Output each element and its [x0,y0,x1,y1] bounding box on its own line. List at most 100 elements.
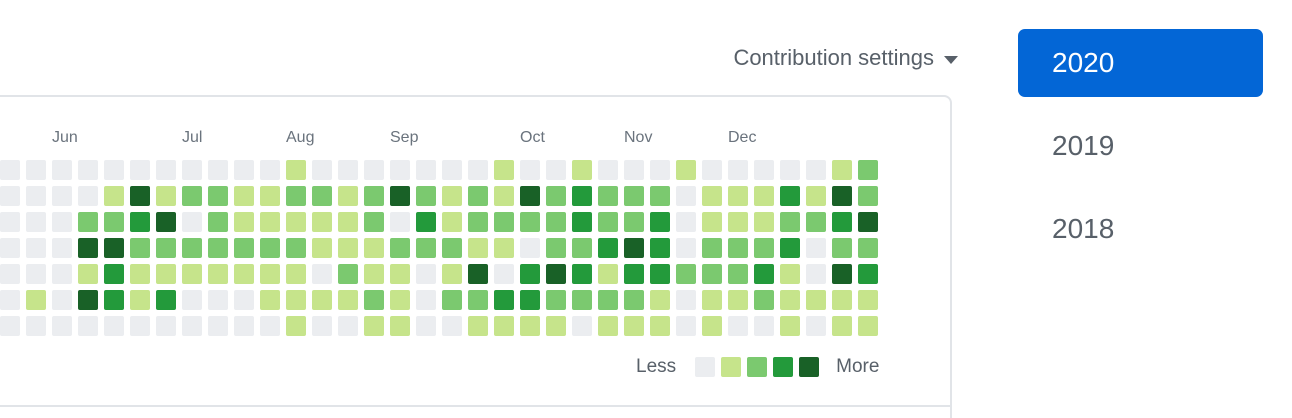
contribution-day-cell[interactable] [338,316,358,336]
contribution-day-cell[interactable] [572,186,592,206]
contribution-day-cell[interactable] [546,238,566,258]
contribution-day-cell[interactable] [364,264,384,284]
contribution-day-cell[interactable] [702,238,722,258]
contribution-day-cell[interactable] [182,212,202,232]
contribution-day-cell[interactable] [156,290,176,310]
contribution-day-cell[interactable] [26,212,46,232]
contribution-day-cell[interactable] [52,316,72,336]
contribution-day-cell[interactable] [286,290,306,310]
contribution-day-cell[interactable] [494,186,514,206]
contribution-day-cell[interactable] [676,160,696,180]
contribution-day-cell[interactable] [494,212,514,232]
contribution-day-cell[interactable] [598,264,618,284]
contribution-day-cell[interactable] [78,212,98,232]
contribution-day-cell[interactable] [260,316,280,336]
contribution-day-cell[interactable] [208,186,228,206]
contribution-day-cell[interactable] [624,264,644,284]
contribution-day-cell[interactable] [26,186,46,206]
contribution-day-cell[interactable] [546,160,566,180]
contribution-day-cell[interactable] [832,238,852,258]
contribution-day-cell[interactable] [338,212,358,232]
contribution-day-cell[interactable] [650,212,670,232]
contribution-day-cell[interactable] [728,160,748,180]
contribution-day-cell[interactable] [26,316,46,336]
contribution-day-cell[interactable] [442,316,462,336]
contribution-day-cell[interactable] [806,160,826,180]
contribution-day-cell[interactable] [728,186,748,206]
contribution-day-cell[interactable] [572,264,592,284]
contribution-day-cell[interactable] [26,264,46,284]
contribution-day-cell[interactable] [546,264,566,284]
contribution-day-cell[interactable] [0,290,20,310]
contribution-day-cell[interactable] [416,212,436,232]
contribution-day-cell[interactable] [156,160,176,180]
contribution-day-cell[interactable] [494,290,514,310]
contribution-day-cell[interactable] [130,212,150,232]
contribution-day-cell[interactable] [520,316,540,336]
contribution-day-cell[interactable] [520,186,540,206]
contribution-day-cell[interactable] [364,212,384,232]
contribution-day-cell[interactable] [520,160,540,180]
contribution-day-cell[interactable] [286,186,306,206]
contribution-day-cell[interactable] [858,290,878,310]
contribution-day-cell[interactable] [468,290,488,310]
contribution-day-cell[interactable] [650,238,670,258]
contribution-day-cell[interactable] [468,238,488,258]
contribution-day-cell[interactable] [806,316,826,336]
contribution-day-cell[interactable] [858,160,878,180]
contribution-day-cell[interactable] [572,160,592,180]
contribution-day-cell[interactable] [208,264,228,284]
contribution-day-cell[interactable] [364,186,384,206]
contribution-day-cell[interactable] [676,290,696,310]
contribution-day-cell[interactable] [832,186,852,206]
contribution-day-cell[interactable] [546,290,566,310]
contribution-day-cell[interactable] [624,238,644,258]
contribution-day-cell[interactable] [520,212,540,232]
contribution-day-cell[interactable] [676,264,696,284]
contribution-day-cell[interactable] [390,290,410,310]
contribution-day-cell[interactable] [416,290,436,310]
contribution-day-cell[interactable] [234,160,254,180]
contribution-day-cell[interactable] [208,160,228,180]
contribution-day-cell[interactable] [754,316,774,336]
contribution-day-cell[interactable] [130,160,150,180]
contribution-day-cell[interactable] [208,238,228,258]
contribution-day-cell[interactable] [858,238,878,258]
contribution-day-cell[interactable] [182,238,202,258]
contribution-day-cell[interactable] [234,238,254,258]
contribution-day-cell[interactable] [780,186,800,206]
contribution-day-cell[interactable] [104,290,124,310]
contribution-day-cell[interactable] [390,186,410,206]
contribution-day-cell[interactable] [182,264,202,284]
contribution-day-cell[interactable] [286,238,306,258]
contribution-day-cell[interactable] [260,264,280,284]
contribution-day-cell[interactable] [26,160,46,180]
contribution-day-cell[interactable] [598,316,618,336]
contribution-day-cell[interactable] [650,264,670,284]
contribution-day-cell[interactable] [208,290,228,310]
contribution-day-cell[interactable] [806,290,826,310]
contribution-day-cell[interactable] [338,290,358,310]
contribution-day-cell[interactable] [780,212,800,232]
contribution-day-cell[interactable] [286,316,306,336]
contribution-day-cell[interactable] [468,316,488,336]
contribution-day-cell[interactable] [598,290,618,310]
contribution-day-cell[interactable] [0,186,20,206]
contribution-day-cell[interactable] [702,316,722,336]
contribution-day-cell[interactable] [598,186,618,206]
contribution-day-cell[interactable] [338,160,358,180]
contribution-day-cell[interactable] [546,186,566,206]
contribution-day-cell[interactable] [234,186,254,206]
contribution-day-cell[interactable] [338,238,358,258]
contribution-day-cell[interactable] [780,316,800,336]
contribution-day-cell[interactable] [364,316,384,336]
contribution-day-cell[interactable] [624,160,644,180]
contribution-day-cell[interactable] [260,290,280,310]
contribution-day-cell[interactable] [806,264,826,284]
contribution-day-cell[interactable] [754,186,774,206]
contribution-day-cell[interactable] [754,160,774,180]
contribution-day-cell[interactable] [468,160,488,180]
contribution-day-cell[interactable] [104,238,124,258]
contribution-day-cell[interactable] [442,264,462,284]
contribution-day-cell[interactable] [156,186,176,206]
